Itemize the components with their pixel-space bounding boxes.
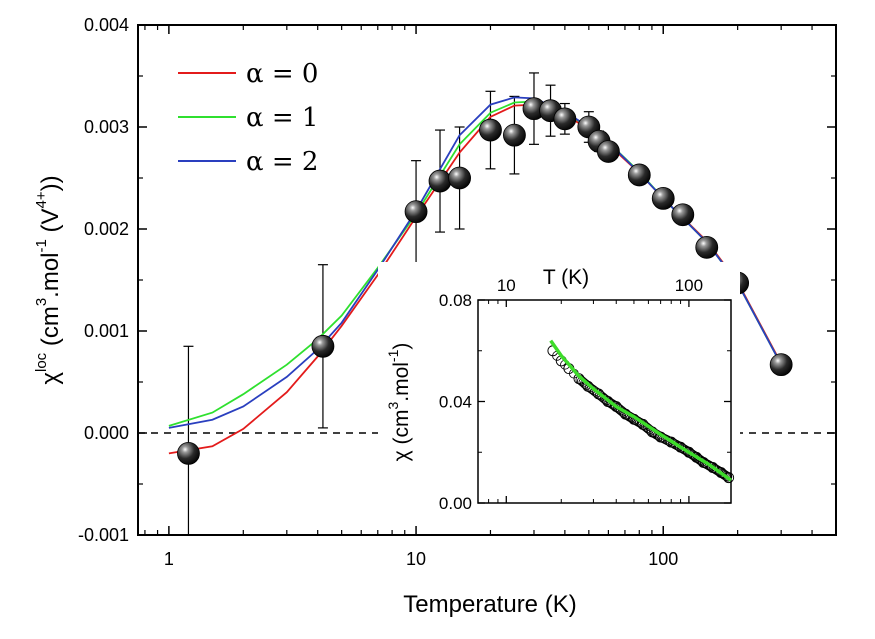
data-point [596,140,620,163]
y-tick-label: 0.001 [84,321,129,341]
inset-chart: 10 100 0.00 0.04 0.08 T (K) χ (cm3.mol-1) [378,262,740,524]
y-tick-label: 0.004 [84,15,129,35]
inset-y-tick-label: 0.08 [439,291,472,310]
y-tick-label: 0.000 [84,423,129,443]
inset-axes: 10 100 0.00 0.04 0.08 [439,276,731,513]
y-tick-label: -0.001 [78,525,129,545]
inset-data-point [719,470,730,480]
legend-label-alpha2: α = 2 [246,147,318,177]
data-point [448,166,471,190]
inset-x-tick-label: 100 [675,276,703,295]
data-point [311,334,335,358]
data-point [503,123,526,147]
legend-label-alpha1: α = 1 [246,103,318,133]
inset-x-tick-label: 10 [497,276,516,295]
data-point [428,169,452,193]
inset-data-point [704,460,715,471]
inset-fit-curve [549,339,733,482]
inset-y-tick-label: 0.04 [439,393,472,412]
data-point [177,441,200,465]
inset-y-tick-label: 0.00 [439,494,472,513]
x-tick-label: 10 [406,549,426,569]
inset-x-axis-label: T (K) [543,266,589,289]
data-point [651,186,675,210]
data-point [671,203,695,227]
x-tick-label: 100 [648,549,678,569]
data-point [695,235,719,259]
inset-plot-content [547,339,735,484]
data-point [404,200,428,224]
inset-background [378,262,740,524]
data-point [479,118,502,142]
y-tick-label: 0.002 [84,219,129,239]
legend: α = 0 α = 1 α = 2 [178,59,318,177]
inset-data-point [590,386,600,397]
data-point [627,163,651,187]
data-point [769,353,793,377]
inset-data-point [723,472,735,484]
main-axes: 1 10 100 -0.001 0.000 0.001 0.002 0.003 0.004 [78,15,836,569]
data-point [553,107,577,131]
inset-data-point [721,471,732,481]
x-axis-label: Temperature (K) [403,591,576,618]
legend-label-alpha0: α = 0 [246,59,318,89]
inset-data-point [672,440,683,451]
x-tick-label: 1 [164,549,174,569]
main-plot-content [138,72,836,535]
inset-y-axis-label: χ (cm3.mol-1) [385,343,413,462]
y-axis-label: χloc (cm3.mol-1 (V4+)) [33,175,64,384]
inset-data-point [669,438,680,449]
inset-data-point [722,471,733,482]
y-tick-label: 0.003 [84,117,129,137]
inset-data-point [591,387,602,398]
